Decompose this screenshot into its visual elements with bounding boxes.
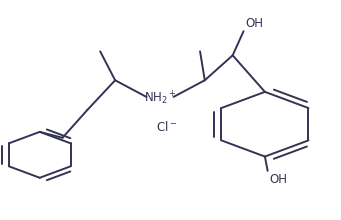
Text: OH: OH — [269, 173, 287, 186]
Text: NH$_2$$^+$: NH$_2$$^+$ — [144, 89, 176, 107]
Text: Cl$^-$: Cl$^-$ — [156, 121, 177, 134]
Text: OH: OH — [245, 16, 263, 29]
